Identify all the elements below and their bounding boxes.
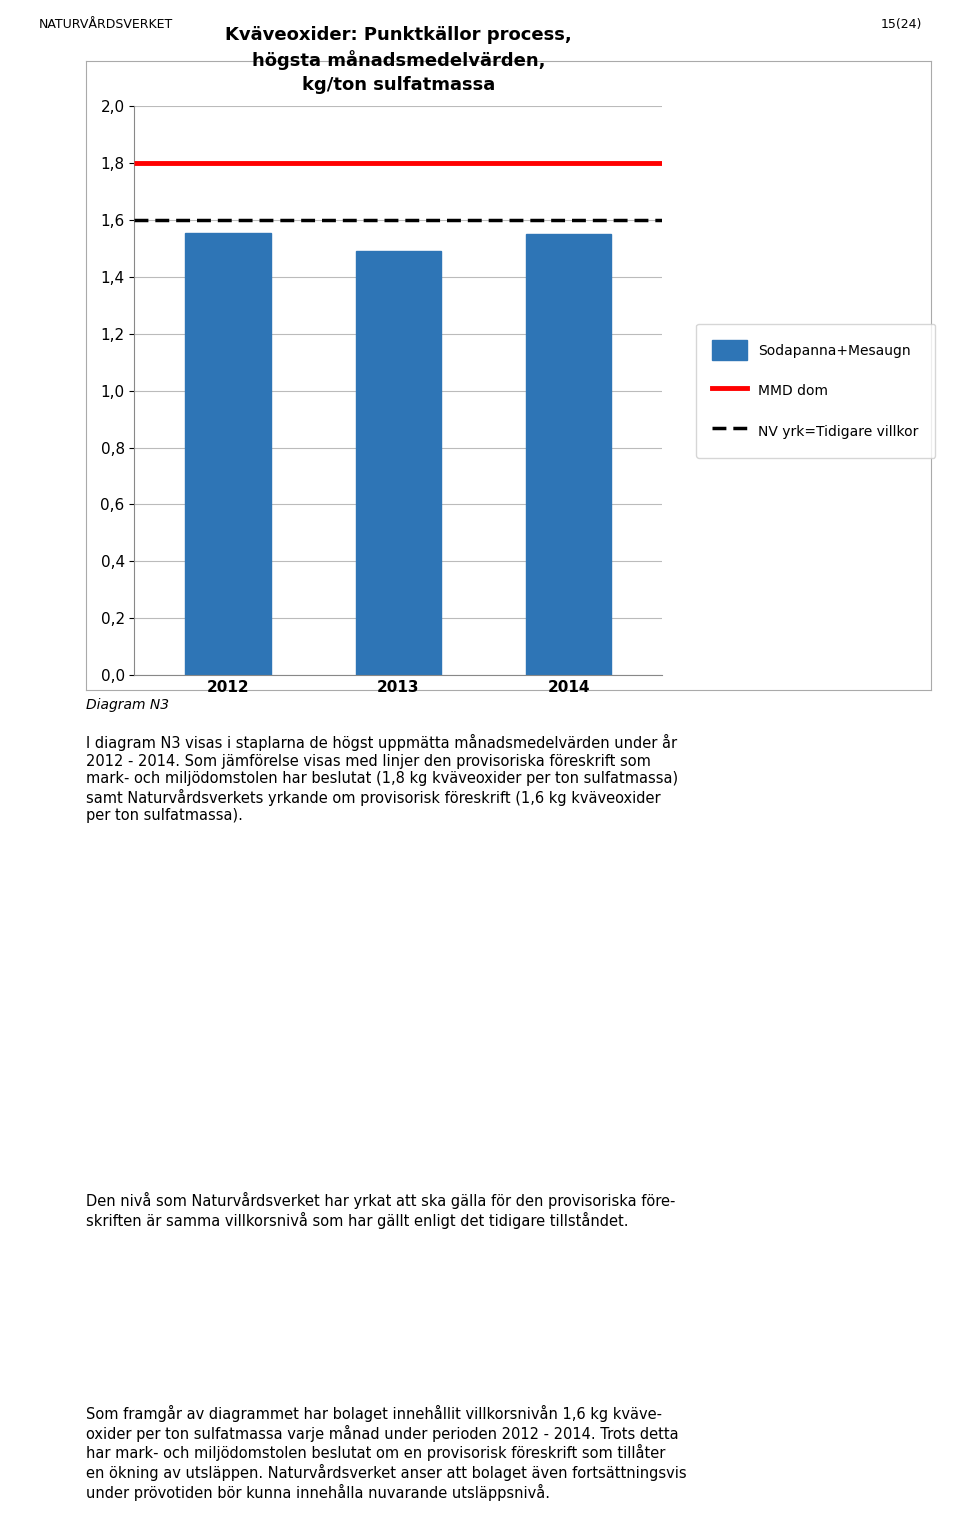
Title: Kväveoxider: Punktkällor process,
högsta månadsmedelvärden,
kg/ton sulfatmassa: Kväveoxider: Punktkällor process, högsta… xyxy=(225,26,572,94)
Bar xyxy=(526,234,612,675)
Bar xyxy=(185,232,271,675)
Text: 15(24): 15(24) xyxy=(880,18,922,32)
Text: I diagram N3 visas i staplarna de högst uppmätta månadsmedelvärden under år
2012: I diagram N3 visas i staplarna de högst … xyxy=(86,734,679,824)
Legend: Sodapanna+Mesaugn, MMD dom, NV yrk=Tidigare villkor: Sodapanna+Mesaugn, MMD dom, NV yrk=Tidig… xyxy=(696,323,935,458)
Bar xyxy=(356,252,441,675)
Text: NATURVÅRDSVERKET: NATURVÅRDSVERKET xyxy=(38,18,173,32)
Text: Diagram N3: Diagram N3 xyxy=(86,698,170,711)
Text: Den nivå som Naturvårdsverket har yrkat att ska gälla för den provisoriska före-: Den nivå som Naturvårdsverket har yrkat … xyxy=(86,1192,676,1229)
Text: Som framgår av diagrammet har bolaget innehållit villkorsnivån 1,6 kg kväve-
oxi: Som framgår av diagrammet har bolaget in… xyxy=(86,1405,687,1500)
